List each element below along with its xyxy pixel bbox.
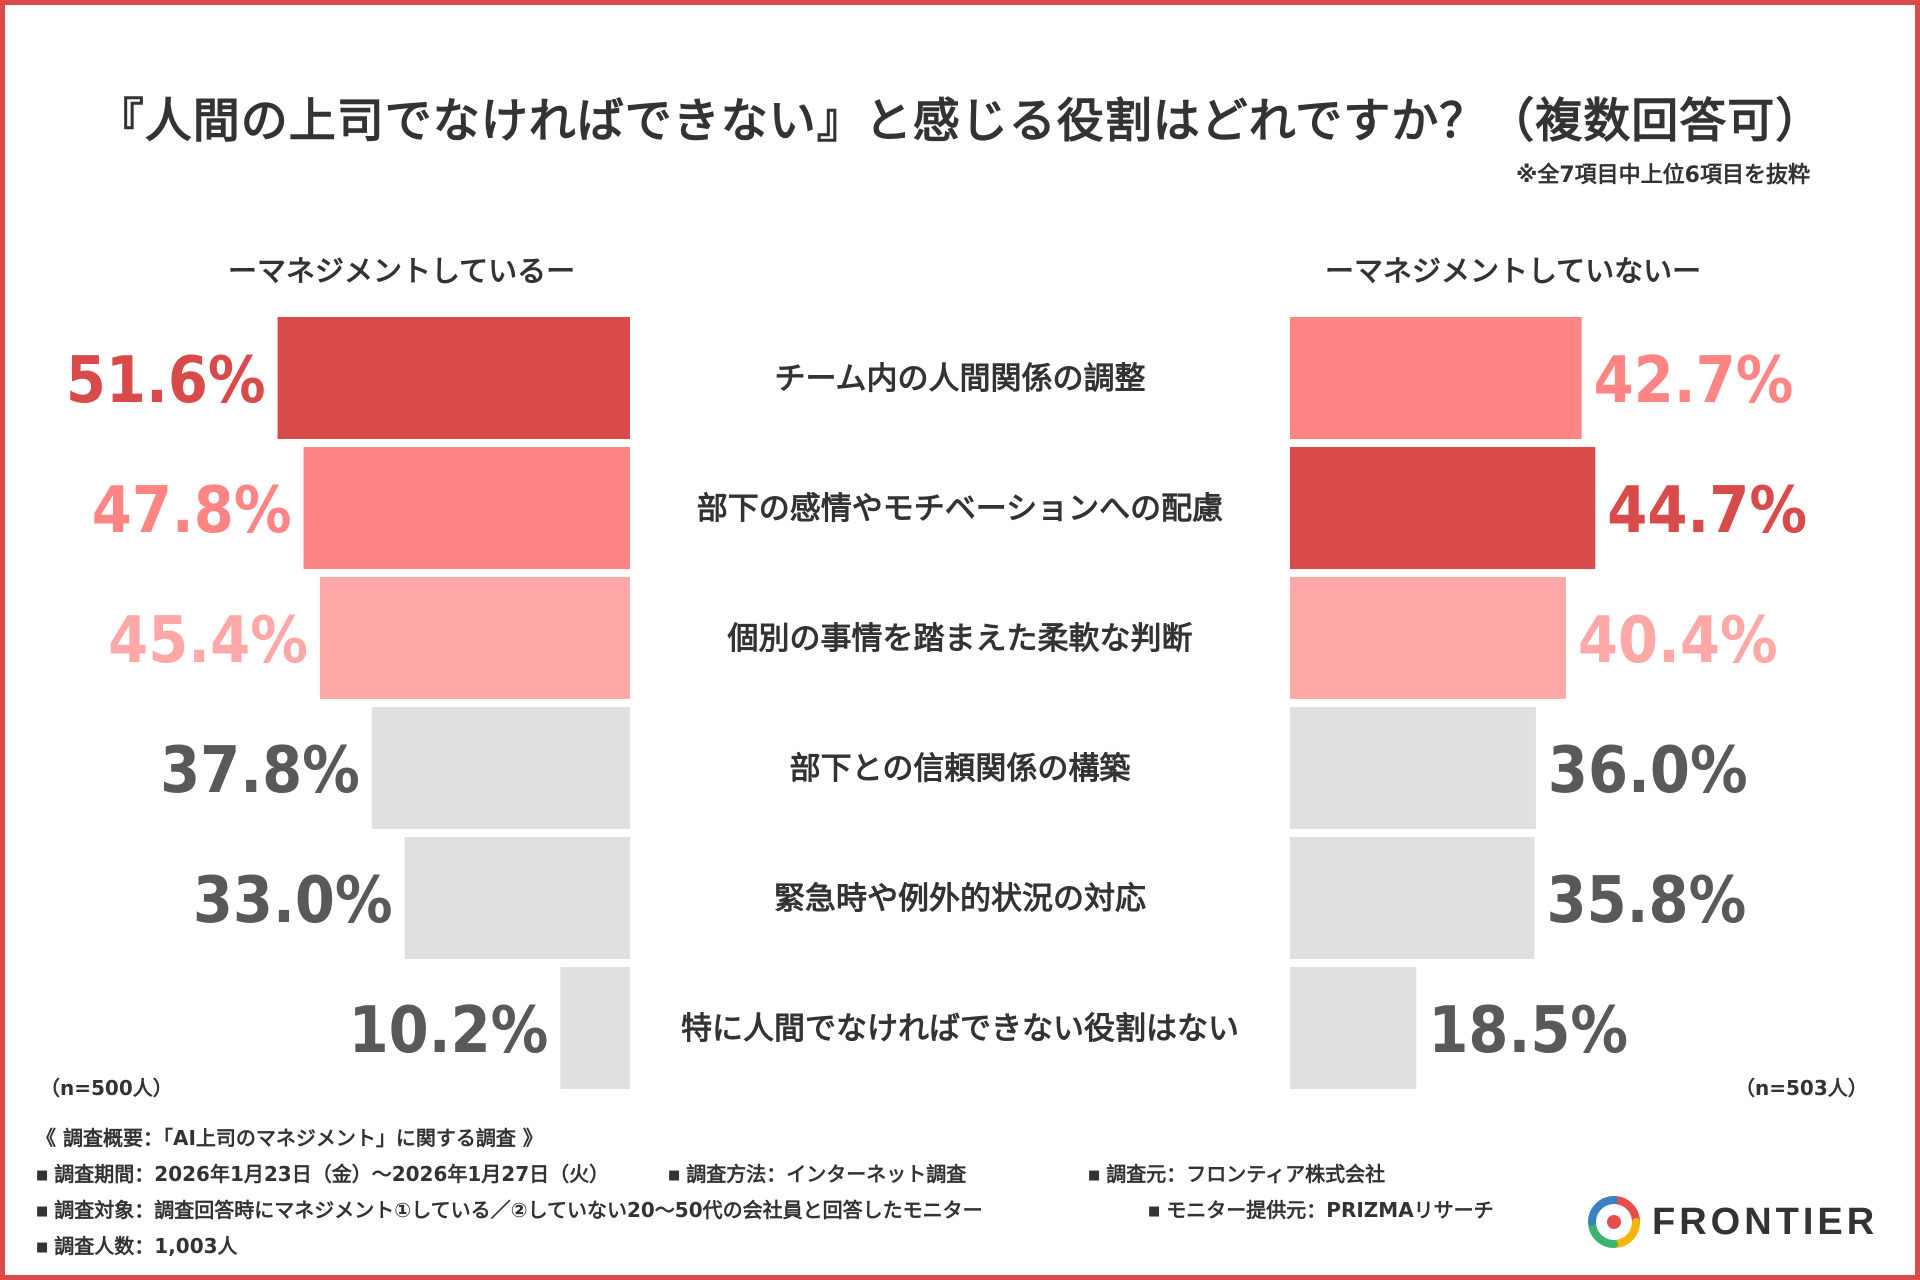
frontier-logo: FRONTIER (1584, 1192, 1878, 1252)
survey-panel: モニター提供元：PRIZMAリサーチ (1166, 1198, 1494, 1222)
bullet-icon: ■ (1088, 1168, 1101, 1183)
category-label: 個別の事情を踏まえた柔軟な判断 (727, 621, 1193, 657)
right-bar (1290, 837, 1535, 959)
right-value-label: 36.0% (1548, 734, 1748, 808)
left-bar (303, 447, 630, 569)
right-bar (1290, 577, 1566, 699)
right-sample-size: （n=503人） (1735, 1076, 1868, 1100)
left-value-label: 10.2% (349, 994, 549, 1068)
bullet-icon: ■ (36, 1240, 49, 1255)
right-bar (1290, 447, 1596, 569)
bullet-icon: ■ (36, 1204, 49, 1219)
right-bar (1290, 317, 1582, 439)
category-label: 緊急時や例外的状況の対応 (774, 881, 1146, 917)
bullet-icon: ■ (668, 1168, 681, 1183)
right-bar (1290, 967, 1417, 1089)
bullet-icon: ■ (1148, 1204, 1161, 1219)
left-bar (319, 577, 630, 699)
survey-heading: 《 調査概要：「AI上司のマネジメント」に関する調査 》 (36, 1126, 543, 1150)
left-value-label: 51.6% (66, 344, 266, 418)
left-bar (371, 707, 630, 829)
category-label: 特に人間でなければできない役割はない (681, 1011, 1239, 1047)
frontier-logo-text: FRONTIER (1652, 1200, 1879, 1243)
right-value-label: 18.5% (1428, 994, 1628, 1068)
right-value-label: 42.7% (1594, 344, 1794, 418)
left-value-label: 37.8% (160, 734, 360, 808)
survey-source: 調査元：フロンティア株式会社 (1106, 1162, 1386, 1186)
right-bar (1290, 707, 1536, 829)
category-label: 部下の感情やモチベーションへの配慮 (697, 491, 1223, 527)
footnote-top: ※全7項目中上位6項目を抜粋 (1515, 163, 1810, 188)
left-sample-size: （n=500人） (40, 1076, 173, 1100)
page-title: 『人間の上司でなければできない』と感じる役割はどれですか？（複数回答可） (96, 94, 1824, 149)
left-bar (404, 837, 630, 959)
survey-target: 調査対象：調査回答時にマネジメント①している／②していない20〜50代の会社員と… (54, 1198, 983, 1222)
bullet-icon: ■ (36, 1168, 49, 1183)
survey-period: 調査期間：2026年1月23日（金）〜2026年1月27日（火） (54, 1162, 610, 1186)
left-value-label: 33.0% (193, 864, 393, 938)
right-value-label: 44.7% (1607, 474, 1807, 548)
category-label: 部下との信頼関係の構築 (790, 751, 1132, 787)
survey-count: 調査人数：1,003人 (54, 1234, 238, 1258)
left-group-label: ーマネジメントしているー (228, 254, 576, 288)
survey-method: 調査方法：インターネット調査 (686, 1162, 967, 1186)
right-group-label: ーマネジメントしていないー (1325, 254, 1702, 288)
category-label: チーム内の人間関係の調整 (774, 361, 1145, 397)
left-value-label: 45.4% (108, 604, 308, 678)
left-value-label: 47.8% (92, 474, 292, 548)
right-value-label: 40.4% (1578, 604, 1778, 678)
frontier-logo-icon (1588, 1196, 1640, 1248)
left-bar (277, 317, 630, 439)
right-value-label: 35.8% (1547, 864, 1747, 938)
left-bar (560, 967, 630, 1089)
